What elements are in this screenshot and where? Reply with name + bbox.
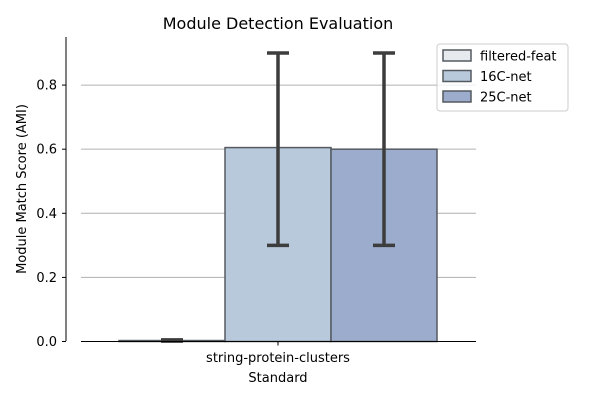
legend-label: 25C-net	[480, 91, 532, 106]
legend: filtered-feat 16C-net 25C-net	[436, 43, 569, 112]
y-tick-label: 0.2	[36, 271, 57, 286]
legend-swatch	[442, 69, 472, 83]
legend-label: filtered-feat	[480, 50, 557, 65]
y-tick-label: 0.0	[36, 335, 57, 350]
x-ticks: string-protein-clusters	[206, 341, 350, 366]
x-tick-label: string-protein-clusters	[206, 351, 350, 366]
x-axis-label: Standard	[248, 371, 307, 386]
chart-title: Module Detection Evaluation	[163, 14, 394, 33]
y-tick-label: 0.4	[36, 207, 57, 222]
legend-swatch	[442, 90, 472, 103]
y-tick-label: 0.8	[36, 79, 57, 94]
y-axis-label: Module Match Score (AMI)	[15, 104, 30, 274]
legend-swatch	[442, 49, 472, 62]
legend-label: 16C-net	[480, 70, 532, 85]
y-ticks: 0.0 0.2 0.4 0.6 0.8	[36, 79, 66, 350]
y-tick-label: 0.6	[36, 143, 57, 158]
